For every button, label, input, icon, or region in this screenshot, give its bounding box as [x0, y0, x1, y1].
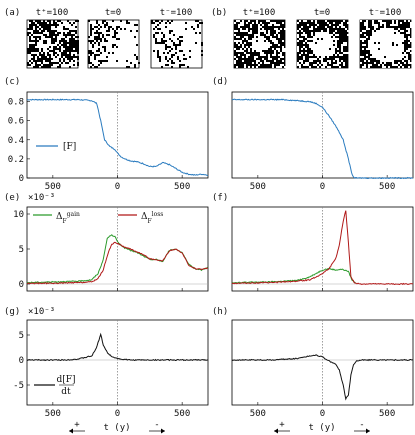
xlabel-right-plus: + — [279, 420, 285, 430]
ytick-label-e-0: 0 — [19, 280, 24, 290]
xtick-label-c-1: 0 — [115, 182, 120, 192]
ytick-label-c-1: 0.2 — [8, 155, 24, 165]
legend-label-deriv-den: dt — [61, 387, 71, 397]
panel-f — [231, 206, 414, 292]
snapshot-label-a-2: t⁻=100 — [160, 8, 193, 18]
panel-letter-f: (f) — [212, 193, 228, 203]
series-line-h-0 — [231, 354, 414, 401]
snapshot-label-a-0: t⁺=100 — [36, 8, 69, 18]
snapshot-b-1 — [296, 19, 349, 69]
panel-e — [26, 206, 209, 292]
panel-letter-c: (c) — [4, 77, 20, 87]
ytick-label-g-1: 0 — [19, 356, 24, 366]
panel-h — [231, 319, 414, 406]
xtick-label-g-1: 0 — [115, 409, 120, 419]
xtick-label-d-2: 500 — [379, 182, 395, 192]
xtick-label-h-2: 500 — [379, 409, 395, 419]
panel-letter-d: (d) — [212, 77, 228, 87]
snapshot-label-a-1: t=0 — [105, 8, 121, 18]
ytick-label-e-1: 5 — [19, 245, 24, 255]
xtick-label-g-0: 500 — [45, 409, 61, 419]
snapshot-b-2 — [359, 19, 412, 69]
panel-letter-g: (g) — [4, 307, 20, 317]
panel-letter-h: (h) — [212, 307, 228, 317]
xtick-label-h-1: 0 — [320, 409, 325, 419]
xtick-label-h-0: 500 — [250, 409, 266, 419]
snapshot-a-0 — [26, 19, 79, 69]
ytick-label-g-2: 5 — [19, 331, 24, 341]
xtick-label-c-2: 500 — [174, 182, 190, 192]
xlabel-right-arrowhead-right — [366, 428, 370, 434]
ytick-label-g-0: -5 — [13, 381, 24, 391]
xlabel-right-minus: - — [359, 420, 364, 430]
ytick-label-e-2: 10 — [13, 210, 24, 220]
legend-label-gain: ΔFgain — [56, 211, 80, 225]
panel-letter-e: (e) — [4, 193, 20, 203]
xlabel-left-arrowhead-left — [69, 428, 73, 434]
xlabel-right-main: t (y) — [308, 423, 335, 433]
xtick-label-d-0: 500 — [250, 182, 266, 192]
xlabel-left-main: t (y) — [103, 423, 130, 433]
xtick-label-d-1: 0 — [320, 182, 325, 192]
legend-label-F: [F] — [63, 142, 76, 152]
legend-label-loss: ΔFloss — [141, 211, 163, 225]
snapshot-a-1 — [87, 19, 140, 69]
scale-label-e: ×10⁻³ — [28, 193, 55, 203]
ytick-label-c-3: 0.6 — [8, 117, 24, 127]
panel-letter-b: (b) — [211, 8, 227, 18]
snapshot-b-0 — [233, 19, 286, 69]
series-line-f-1 — [231, 210, 414, 286]
panel-d — [231, 91, 414, 180]
xlabel-left-arrowhead-right — [161, 428, 165, 434]
legend-label-deriv-num: d[F] — [56, 375, 75, 385]
panel-letter-a: (a) — [4, 8, 20, 18]
xlabel-left-minus: - — [154, 420, 159, 430]
snapshot-label-b-1: t=0 — [314, 8, 330, 18]
xlabel-left-plus: + — [74, 420, 80, 430]
snapshot-label-b-2: t⁻=100 — [369, 8, 402, 18]
panel-c — [26, 91, 209, 179]
snapshot-a-2 — [150, 19, 203, 69]
series-line-g-0 — [26, 332, 208, 362]
ytick-label-c-0: 0 — [19, 174, 24, 184]
ytick-label-c-2: 0.4 — [8, 136, 24, 146]
series-line-c-0 — [26, 98, 209, 177]
xtick-label-c-0: 500 — [45, 182, 61, 192]
series-line-e-1 — [26, 241, 209, 285]
series-line-d-0 — [231, 98, 414, 180]
scale-label-g: ×10⁻³ — [28, 307, 55, 317]
xlabel-right-arrowhead-left — [274, 428, 278, 434]
snapshot-label-b-0: t⁺=100 — [243, 8, 276, 18]
xtick-label-g-2: 500 — [174, 409, 190, 419]
ytick-label-c-4: 0.8 — [8, 98, 24, 108]
panel-g — [26, 319, 209, 406]
